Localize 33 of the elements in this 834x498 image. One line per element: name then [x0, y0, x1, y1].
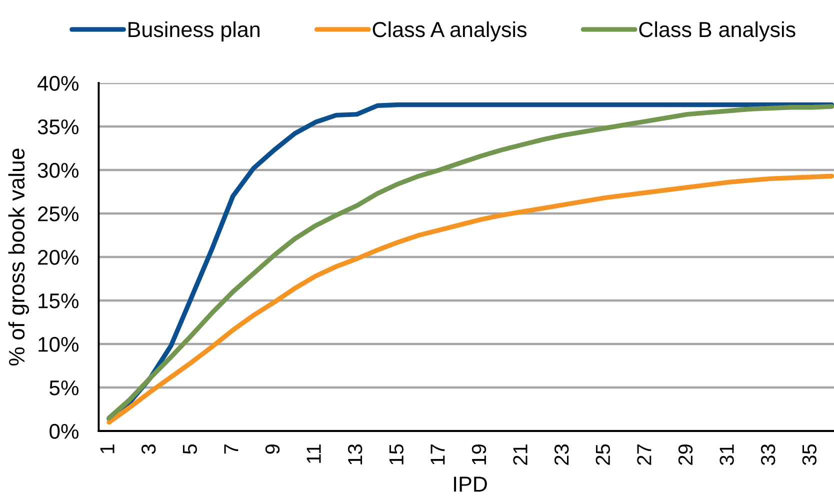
x-tick-label: 1 — [100, 444, 114, 454]
x-tick-label: 13 — [348, 444, 362, 464]
y-tick-label: 35% — [38, 119, 79, 134]
x-axis-title: IPD — [454, 476, 487, 492]
x-tick-label: 31 — [720, 444, 734, 466]
x-tick-label: 15 — [389, 444, 404, 464]
x-tick-label: 17 — [430, 444, 445, 464]
x-tick-label: 21 — [513, 444, 528, 465]
line-series — [106, 174, 834, 425]
y-tick-label: 0% — [50, 424, 79, 439]
y-tick-label: 40% — [37, 76, 79, 91]
legend-label: Class A analysis — [372, 21, 527, 42]
y-tick-label: 20% — [38, 250, 79, 265]
x-tick-label: 7 — [224, 444, 238, 454]
x-tick-label: 29 — [678, 444, 693, 465]
x-tick-label: 27 — [637, 444, 652, 465]
x-tick-label: 19 — [472, 444, 486, 464]
y-tick-label: 25% — [38, 206, 79, 222]
legend-label: Business plan — [128, 21, 260, 42]
x-tick-label: 5 — [182, 444, 198, 454]
y-tick-label: 5% — [50, 380, 79, 396]
x-tick-label: 3 — [141, 444, 156, 454]
y-tick-label: 30% — [38, 162, 79, 178]
x-tick-label: 9 — [265, 444, 280, 454]
y-tick-label: 10% — [38, 336, 79, 352]
x-tick-label: 25 — [596, 444, 610, 465]
x-tick-label: 11 — [306, 444, 321, 463]
y-axis-title: % of gross book value — [8, 148, 29, 366]
legend-label: Class B analysis — [639, 21, 796, 42]
y-tick-label: 15% — [38, 294, 79, 308]
x-tick-label: 35 — [802, 444, 817, 466]
x-tick-label: 33 — [760, 444, 776, 466]
x-tick-label: 23 — [554, 444, 569, 465]
